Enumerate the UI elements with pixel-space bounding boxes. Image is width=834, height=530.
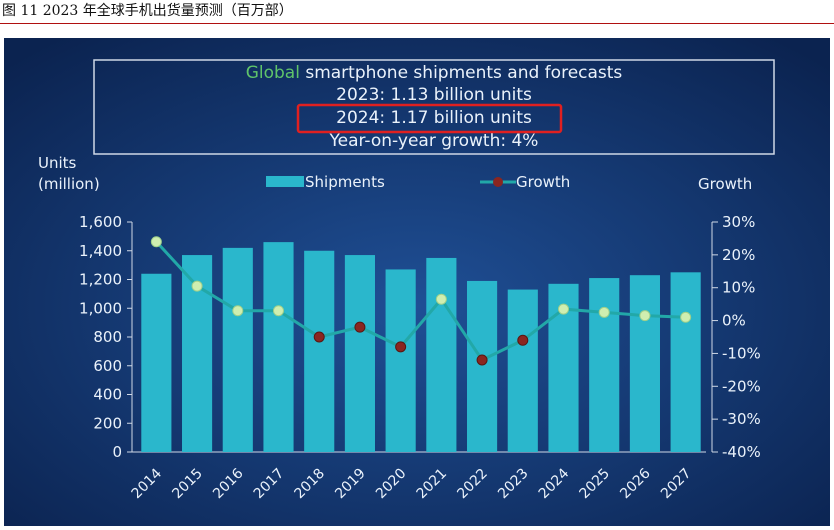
growth-point-2014 — [150, 236, 162, 248]
title-frame — [93, 59, 775, 155]
growth-point-2021 — [435, 293, 447, 305]
title-line-text: smartphone shipments and forecasts — [300, 63, 622, 83]
bar-shipments-2019 — [344, 255, 375, 452]
bar-shipments-2016 — [222, 247, 253, 452]
chart-svg: Global smartphone shipments and forecast… — [4, 38, 830, 526]
left-tick-label: 800 — [93, 328, 122, 346]
highlight-box — [296, 103, 563, 134]
bar-shipments-2021 — [426, 257, 457, 452]
growth-point-2015 — [191, 280, 203, 292]
bar-shipments-2023 — [507, 289, 538, 452]
bar-shipments-2020 — [385, 269, 416, 452]
left-tick-label: 1,200 — [79, 271, 122, 289]
growth-point-2024 — [558, 303, 569, 315]
title-line-4: Year-on-year growth: 4% — [329, 131, 539, 151]
bar-shipments-2017 — [263, 242, 294, 452]
title-block: Global smartphone shipments and forecast… — [93, 59, 775, 155]
right-tick-label: -10% — [722, 344, 761, 362]
title-line-text: 2024: 1.17 billion units — [336, 108, 532, 128]
growth-point-2025 — [598, 306, 610, 318]
growth-point-2016 — [232, 305, 244, 317]
bar-shipments-2018 — [304, 250, 335, 452]
right-tick-label: 0% — [722, 312, 746, 330]
legend-label-growth: Growth — [516, 173, 570, 191]
right-tick-label: -20% — [722, 377, 761, 395]
right-tick-label: 20% — [722, 246, 755, 264]
left-axis-label-line-2: (million) — [38, 175, 100, 193]
growth-point-2017 — [273, 305, 284, 317]
right-tick-label: 30% — [722, 213, 755, 231]
left-tick-label: 600 — [93, 357, 122, 375]
title-line-1: Global smartphone shipments and forecast… — [246, 63, 623, 83]
left-tick-label: 200 — [93, 414, 122, 432]
growth-point-2022 — [476, 354, 488, 366]
left-tick-label: 400 — [93, 386, 122, 404]
growth-line — [155, 240, 686, 362]
left-tick-label: 0 — [112, 443, 122, 461]
bar-shipments-2027 — [670, 272, 701, 452]
left-tick-label: 1,000 — [79, 299, 122, 317]
legend: Shipments Growth — [266, 173, 570, 191]
bar-shipments-2014 — [141, 273, 172, 452]
growth-point-2019 — [354, 321, 366, 333]
legend-swatch-growth-marker — [493, 177, 503, 187]
left-tick-label: 1,400 — [79, 242, 122, 260]
right-tick-label: -40% — [722, 443, 761, 461]
legend-label-shipments: Shipments — [305, 173, 385, 191]
bar-shipments-2025 — [589, 278, 620, 452]
left-tick-label: 1,600 — [79, 213, 122, 231]
right-axis-label: Growth — [698, 175, 752, 193]
growth-point-2020 — [395, 341, 407, 353]
bar-shipments-2022 — [467, 280, 498, 452]
growth-point-2023 — [517, 334, 529, 346]
title-accent-word: Global — [246, 63, 300, 83]
title-line-text: Year-on-year growth: 4% — [329, 131, 539, 151]
title-line-2: 2023: 1.13 billion units — [336, 85, 532, 105]
growth-line-group — [150, 236, 692, 366]
right-tick-label: 10% — [722, 279, 755, 297]
legend-swatch-shipments — [266, 176, 304, 187]
right-tick-label: -30% — [722, 410, 761, 428]
left-axis-label-line-1: Units — [38, 154, 77, 172]
axes: Units (million) Growth 0 200 400 600 800 1,000 1,… — [38, 154, 761, 502]
title-line-3: 2024: 1.17 billion units — [336, 108, 532, 128]
bar-shipments-2026 — [629, 275, 660, 452]
growth-point-2027 — [680, 311, 692, 323]
growth-point-2026 — [639, 310, 651, 322]
growth-point-2018 — [313, 331, 325, 343]
caption-divider — [0, 23, 834, 24]
title-line-text: 2023: 1.13 billion units — [336, 85, 532, 105]
figure-caption: 图 11 2023 年全球手机出货量预测（百万部） — [2, 3, 293, 19]
chart-panel: Global smartphone shipments and forecast… — [4, 38, 830, 526]
